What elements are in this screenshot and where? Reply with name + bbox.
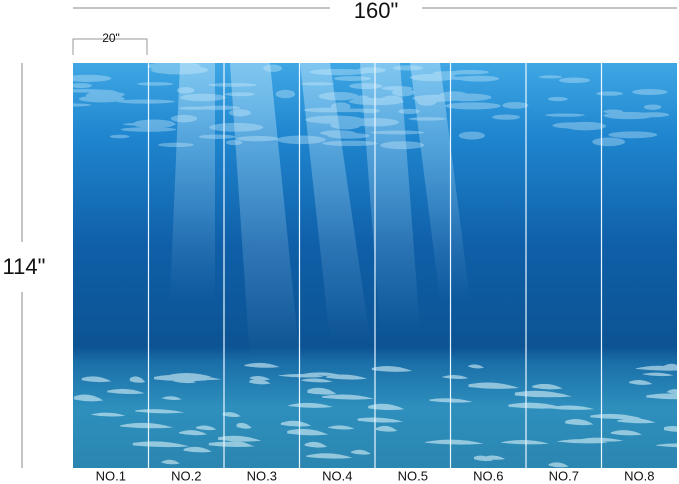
panel-label: NO.7 xyxy=(549,468,579,483)
panel-label: NO.2 xyxy=(171,468,201,483)
panel-label: NO.3 xyxy=(247,468,277,483)
panel-label: NO.1 xyxy=(96,468,126,483)
panel-label: NO.6 xyxy=(473,468,503,483)
width-label: 160" xyxy=(354,0,399,23)
panel-label: NO.8 xyxy=(624,468,654,483)
panel-width-label: 20" xyxy=(102,31,120,45)
panel-bracket xyxy=(72,38,148,55)
panel-label: NO.5 xyxy=(398,468,428,483)
height-label: 114" xyxy=(3,254,46,279)
panel-label: NO.4 xyxy=(322,468,352,483)
